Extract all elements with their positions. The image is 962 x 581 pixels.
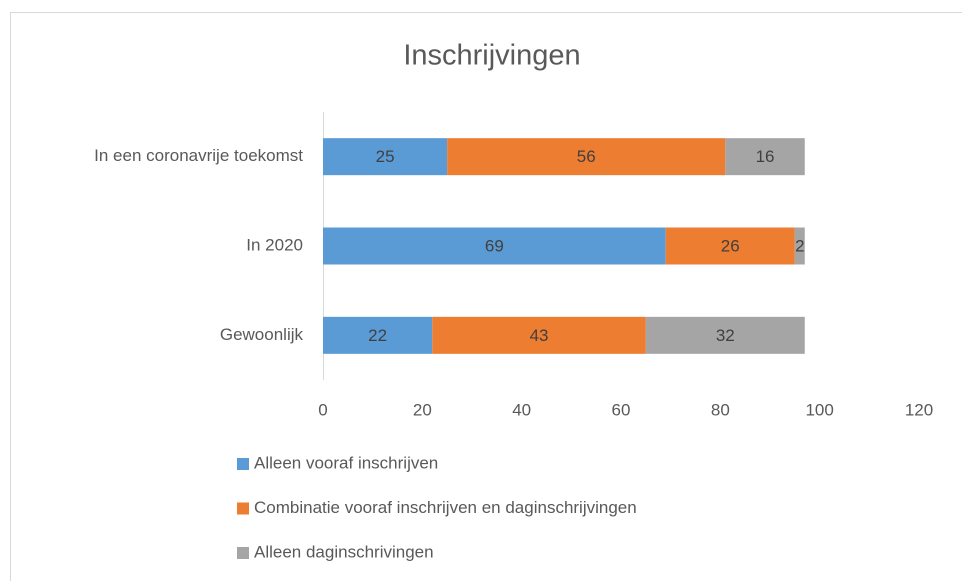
- chart-title: Inschrijvingen: [403, 40, 580, 72]
- bar-segment: [432, 316, 646, 354]
- y-tick-label: In een coronavrije toekomst: [94, 146, 303, 165]
- data-label: 16: [756, 147, 775, 166]
- bar-segment: [323, 316, 433, 354]
- bar-segment: [665, 227, 795, 265]
- x-tick-label: 100: [805, 400, 833, 419]
- x-tick-label: 20: [413, 400, 432, 419]
- bar-segment: [645, 316, 805, 354]
- data-label: 56: [577, 147, 596, 166]
- data-label: 25: [376, 147, 395, 166]
- x-tick-label: 40: [512, 400, 531, 419]
- legend-swatch: [237, 547, 249, 559]
- data-label: 22: [368, 326, 387, 345]
- data-label: 26: [721, 236, 740, 255]
- legend-label: Combinatie vooraf inschrijven en daginsc…: [254, 498, 637, 517]
- bar-segment: [725, 138, 805, 176]
- chart-border: [10, 12, 962, 581]
- legend-swatch: [237, 502, 249, 515]
- legend-swatch: [237, 458, 249, 470]
- legend-label: Alleen vooraf inschrijven: [254, 453, 438, 472]
- bar-segment: [323, 138, 448, 176]
- x-tick-label: 60: [612, 400, 631, 419]
- y-tick-label: In 2020: [246, 235, 303, 254]
- y-tick-label: Gewoonlijk: [220, 325, 304, 344]
- bar-segment: [323, 227, 666, 265]
- x-tick-label: 80: [711, 400, 730, 419]
- data-label: 2: [795, 236, 804, 255]
- data-label: 32: [716, 326, 735, 345]
- legend-label: Alleen daginschrivingen: [254, 542, 434, 561]
- bar-segment: [447, 138, 726, 176]
- x-tick-label: 120: [905, 400, 933, 419]
- bar-segment: [794, 227, 805, 265]
- data-label: 43: [530, 326, 549, 345]
- x-tick-label: 0: [318, 400, 327, 419]
- data-label: 69: [485, 236, 504, 255]
